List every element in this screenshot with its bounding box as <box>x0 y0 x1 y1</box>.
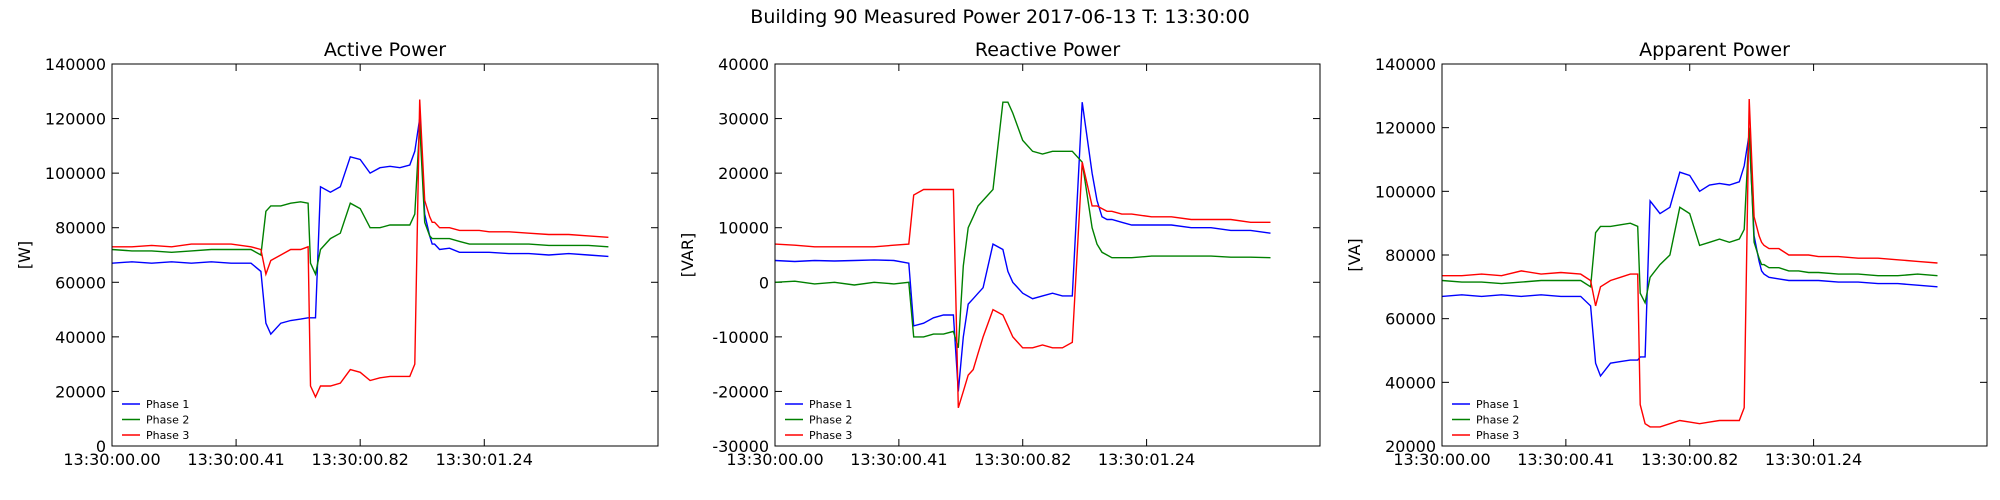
x-tick-label: 13:30:00.82 <box>312 450 409 469</box>
y-tick-label: 120000 <box>45 110 106 129</box>
subplot-title: Active Power <box>324 39 446 61</box>
y-tick-label: 60000 <box>55 273 106 292</box>
series-line-phase-1 <box>775 102 1271 392</box>
x-tick-label: 13:30:00.00 <box>63 450 160 469</box>
x-tick-label: 13:30:00.00 <box>1393 450 1490 469</box>
x-tick-label: 13:30:01.24 <box>1765 450 1862 469</box>
y-tick-label: -30000 <box>712 437 769 456</box>
y-tick-label: 20000 <box>1385 437 1436 456</box>
y-tick-label: 100000 <box>45 164 106 183</box>
x-tick-label: 13:30:00.41 <box>187 450 284 469</box>
y-axis-label: [VAR] <box>678 233 697 277</box>
y-tick-label: 80000 <box>55 219 106 238</box>
y-tick-label: 40000 <box>1385 373 1436 392</box>
y-tick-label: 0 <box>759 273 769 292</box>
y-tick-label: 140000 <box>45 55 106 74</box>
y-axis-label: [W] <box>15 241 34 269</box>
legend-label: Phase 3 <box>1476 429 1519 442</box>
subplot-active-power: Active Power [W] 0 20000 40000 60000 80000 1000… <box>15 39 659 469</box>
subplot-reactive-power: Reactive Power [VAR] -30000 -20000 -10000 0 10… <box>678 39 1321 469</box>
x-tick-label: 13:30:00.41 <box>850 450 947 469</box>
x-tick-label: 13:30:01.24 <box>436 450 533 469</box>
y-tick-label: 20000 <box>55 382 106 401</box>
y-tick-label: 40000 <box>55 328 106 347</box>
y-tick-label: 0 <box>96 437 106 456</box>
subplot-title: Reactive Power <box>975 39 1120 61</box>
plot-frame <box>1441 63 1988 447</box>
x-tick-label: 13:30:01.24 <box>1098 450 1195 469</box>
x-tick-label: 13:30:00.82 <box>1641 450 1738 469</box>
plot-frame <box>774 63 1321 447</box>
legend-label: Phase 1 <box>146 398 189 411</box>
plot-frame <box>111 63 659 447</box>
legend-label: Phase 1 <box>1476 398 1519 411</box>
series-line-phase-3 <box>112 99 609 399</box>
figure-title: Building 90 Measured Power 2017-06-13 T:… <box>750 6 1250 28</box>
y-tick-label: 80000 <box>1385 246 1436 265</box>
legend-label: Phase 2 <box>1476 414 1519 427</box>
y-tick-label: -20000 <box>712 382 769 401</box>
series-line-phase-1 <box>1442 133 1938 378</box>
series-line-phase-1 <box>112 118 609 336</box>
series-line-phase-3 <box>1442 98 1938 428</box>
legend-label: Phase 2 <box>809 414 852 427</box>
y-tick-label: 30000 <box>718 110 769 129</box>
series-line-phase-2 <box>775 101 1271 349</box>
y-tick-label: 140000 <box>1375 55 1436 74</box>
y-tick-label: -10000 <box>712 328 769 347</box>
subplot-apparent-power: Apparent Power [VA] 20000 40000 60000 80000 10… <box>1345 39 1988 469</box>
y-tick-label: 120000 <box>1375 119 1436 138</box>
series-line-phase-3 <box>775 162 1271 409</box>
series-line-phase-2 <box>1442 127 1938 305</box>
y-tick-label: 10000 <box>718 219 769 238</box>
series-line-phase-2 <box>112 123 609 277</box>
y-tick-label: 40000 <box>718 55 769 74</box>
legend-label: Phase 3 <box>809 429 852 442</box>
y-tick-label: 20000 <box>718 164 769 183</box>
y-axis-label: [VA] <box>1345 238 1364 271</box>
subplot-title: Apparent Power <box>1639 39 1790 61</box>
legend-label: Phase 1 <box>809 398 852 411</box>
x-tick-label: 13:30:00.41 <box>1517 450 1614 469</box>
y-tick-label: 100000 <box>1375 182 1436 201</box>
legend-label: Phase 3 <box>146 429 189 442</box>
x-tick-label: 13:30:00.00 <box>726 450 823 469</box>
legend-label: Phase 2 <box>146 414 189 427</box>
y-tick-label: 60000 <box>1385 310 1436 329</box>
x-tick-label: 13:30:00.82 <box>974 450 1071 469</box>
